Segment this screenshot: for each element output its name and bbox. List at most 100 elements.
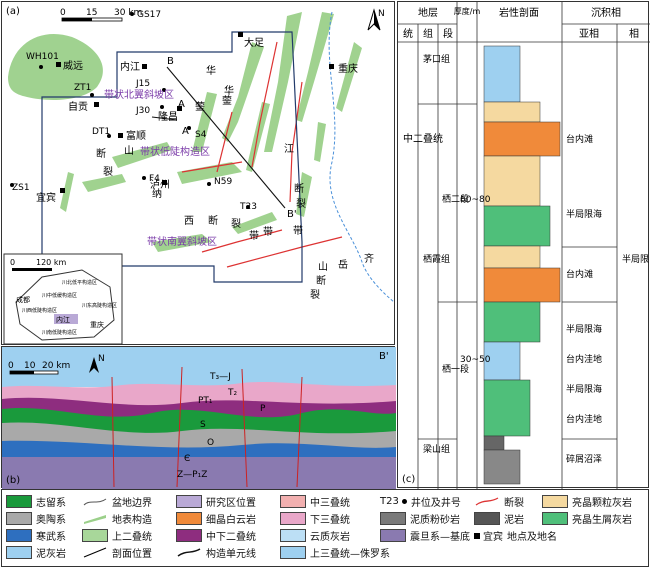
svg-text:N: N	[378, 9, 385, 19]
study-area-boundary	[41, 31, 303, 283]
svg-text:DT1: DT1	[92, 127, 110, 137]
svg-text:台内滩: 台内滩	[566, 268, 593, 280]
svg-text:N59: N59	[214, 177, 232, 187]
well-markers: GS17 WH101 ZT1 J15 J30 DT1 S4 N59 T23 F4…	[10, 10, 257, 212]
svg-text:华: 华	[224, 84, 234, 97]
column-svg: 地层 厚度/m 岩性剖面 沉积相 统 组 段 亚相 相 中二叠统 茅口组 栖霞组…	[398, 2, 650, 489]
svg-text:泸州: 泸州	[150, 179, 170, 191]
legend-item-study-area: 研究区位置	[176, 494, 256, 509]
svg-text:中二叠统: 中二叠统	[403, 132, 443, 145]
svg-text:川中低缓构造区: 川中低缓构造区	[42, 292, 77, 299]
legend-item-cambrian: 寒武系	[6, 528, 66, 543]
column-members: 栖二段 栖一段	[442, 193, 469, 375]
svg-text:川西低陡构造区: 川西低陡构造区	[22, 307, 57, 314]
map-svg: (a) 0 15 30 km N GS17 WH101 ZT1 J15 J30 …	[3, 6, 395, 345]
svg-text:120 km: 120 km	[36, 258, 66, 267]
svg-text:带: 带	[263, 226, 273, 238]
svg-text:梁山组: 梁山组	[423, 443, 450, 455]
svg-text:断: 断	[96, 147, 106, 160]
svg-text:半局限海: 半局限海	[566, 383, 602, 395]
column-header: 地层 厚度/m 岩性剖面 沉积相 统 组 段 亚相 相	[403, 6, 639, 40]
svg-text:厚度/m: 厚度/m	[454, 6, 481, 16]
legend-item-dolomitic-limestone: 云质灰岩	[280, 528, 350, 543]
svg-text:半局限海: 半局限海	[566, 323, 602, 335]
svg-text:J30: J30	[135, 106, 150, 116]
svg-text:10: 10	[24, 361, 36, 371]
legend-item-mid-lower-permian: 中下二叠统	[176, 528, 256, 543]
legend-item-upper-triassic-jurassic: 上三叠统—侏罗系	[280, 545, 390, 560]
svg-text:亚相: 亚相	[579, 27, 599, 40]
svg-text:富顺: 富顺	[126, 129, 146, 142]
column-subfacies: 台内滩 半局限海 台内滩 半局限海 台内洼地 半局限海 台内洼地 碎屑沼泽	[566, 133, 602, 465]
svg-text:内江: 内江	[120, 60, 140, 73]
profile-svg: (b) 0 10 20 km N B' T₃—J P PT₁ T₂ S O Є …	[2, 347, 396, 489]
svg-text:Z—P₁Z: Z—P₁Z	[177, 470, 207, 480]
legend-item-silurian: 志留系	[6, 494, 66, 509]
legend-item-sparry-bioclastic-limestone: 亮晶生屑灰岩	[542, 511, 632, 526]
svg-text:裂: 裂	[296, 197, 306, 210]
svg-text:F4: F4	[149, 174, 160, 184]
profile-panel: (b) 0 10 20 km N B' T₃—J P PT₁ T₂ S O Є …	[1, 346, 396, 489]
svg-text:碎屑沼泽: 碎屑沼泽	[566, 453, 602, 465]
column-thickness: 60~80 30~50	[460, 195, 491, 365]
svg-text:WH101: WH101	[26, 52, 59, 62]
inset-map: 0 120 km 成都 内江 重庆 川中低缓构造区 川西低陡构造区 川北低平构造…	[3, 253, 123, 345]
svg-text:江: 江	[284, 143, 294, 155]
svg-text:栖二段: 栖二段	[442, 193, 469, 205]
legend-item-upper-permian: 上二叠统	[82, 528, 152, 543]
svg-text:威远: 威远	[63, 59, 83, 72]
legend-item-muddy-siltstone: 泥质粉砂岩	[380, 511, 460, 526]
svg-text:统: 统	[403, 27, 413, 40]
svg-text:齐: 齐	[364, 252, 374, 265]
legend-item-fine-dolomite: 细晶白云岩	[176, 511, 256, 526]
lithology-column	[483, 45, 561, 485]
legend-item-sinian-basement: 震旦系—基底	[380, 528, 470, 543]
svg-text:T23: T23	[239, 202, 257, 212]
legend-item-marl: 泥灰岩	[6, 545, 66, 560]
profile-faults	[111, 366, 303, 488]
legend-item-surface-structure: 地表构造	[82, 511, 152, 526]
svg-text:带状低陡构造区: 带状低陡构造区	[140, 145, 210, 158]
legend-item-tectonic-unit-line: 构造单元线	[176, 545, 256, 560]
svg-text:内江: 内江	[56, 315, 70, 324]
svg-text:0: 0	[10, 258, 15, 267]
svg-text:大足: 大足	[244, 36, 264, 49]
svg-text:带状南翼斜坡区: 带状南翼斜坡区	[147, 235, 217, 248]
river	[328, 11, 395, 303]
svg-text:B: B	[167, 56, 174, 67]
svg-text:Є: Є	[184, 454, 190, 464]
svg-text:60~80: 60~80	[460, 195, 491, 205]
svg-text:N: N	[98, 354, 105, 364]
svg-text:岳: 岳	[338, 259, 348, 271]
svg-text:华: 华	[206, 64, 216, 77]
map-panel: (a) 0 15 30 km N GS17 WH101 ZT1 J15 J30 …	[1, 1, 395, 345]
profile-end-label: B'	[379, 351, 389, 362]
column-panel: 地层 厚度/m 岩性剖面 沉积相 统 组 段 亚相 相 中二叠统 茅口组 栖霞组…	[397, 1, 650, 489]
svg-text:15: 15	[86, 8, 97, 18]
svg-text:川北低平构造区: 川北低平构造区	[62, 279, 97, 286]
svg-text:组: 组	[423, 27, 433, 40]
svg-text:ZT1: ZT1	[74, 83, 91, 93]
svg-text:带: 带	[249, 230, 259, 242]
svg-text:J15: J15	[135, 79, 150, 89]
svg-text:A: A	[178, 99, 185, 110]
legend-item-place: 宜宾 地点及地名	[474, 528, 557, 543]
svg-text:T₃—J: T₃—J	[209, 372, 231, 382]
svg-text:带状北翼斜坡区: 带状北翼斜坡区	[104, 88, 174, 101]
profile-scale-bar: 0 10 20 km	[8, 361, 70, 375]
svg-text:西: 西	[184, 216, 194, 227]
profile-north-arrow-icon: N	[89, 354, 105, 373]
svg-text:隆昌: 隆昌	[158, 110, 178, 123]
svg-text:S: S	[200, 420, 206, 430]
svg-text:30~50: 30~50	[460, 355, 491, 365]
svg-text:川南低陡构造区: 川南低陡构造区	[42, 329, 77, 336]
profile-panel-label: (b)	[6, 475, 20, 486]
svg-text:裂: 裂	[103, 165, 113, 178]
svg-text:半局限海: 半局限海	[566, 208, 602, 220]
svg-text:成都: 成都	[16, 295, 30, 304]
svg-text:茅口组: 茅口组	[423, 53, 450, 65]
north-arrow-icon: N	[367, 8, 385, 31]
zone-labels: 带状北翼斜坡区 带状低陡构造区 带状南翼斜坡区	[104, 88, 217, 248]
svg-text:0: 0	[8, 361, 14, 371]
section-line-a	[151, 116, 178, 121]
